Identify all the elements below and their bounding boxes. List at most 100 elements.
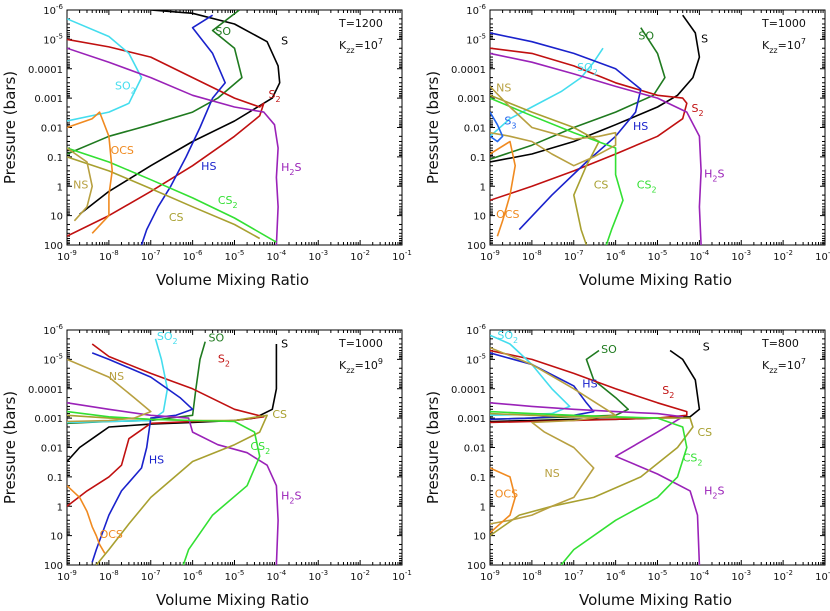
series-label-so: SO xyxy=(209,332,225,345)
chart-panel-4: 10-910-810-710-610-510-410-310-210-110-6… xyxy=(424,323,830,609)
series-line-s xyxy=(79,10,281,215)
y-tick-label: 0.1 xyxy=(47,473,63,484)
series-label-cs2: CS2 xyxy=(683,452,703,468)
series-line-so xyxy=(490,27,666,160)
x-tick-label: 10-4 xyxy=(267,249,287,263)
series-line-s2 xyxy=(67,38,265,237)
x-axis-label: Volume Mixing Ratio xyxy=(579,271,732,289)
series-group xyxy=(490,14,702,245)
y-tick-label: 0.001 xyxy=(457,94,486,105)
series-label-ns: NS xyxy=(496,82,511,95)
series-line-ns xyxy=(490,346,617,525)
kzz-label: Kzz=107 xyxy=(339,37,383,55)
x-tick-label: 10-2 xyxy=(350,569,370,583)
y-tick-label: 0.0001 xyxy=(451,65,486,76)
x-tick-label: 10-7 xyxy=(141,249,161,263)
y-tick-label: 0.0001 xyxy=(451,385,486,396)
x-tick-label: 10-2 xyxy=(350,249,370,263)
y-tick-label: 10-6 xyxy=(466,323,486,337)
series-label-so2: SO2 xyxy=(497,329,518,345)
series-line-hs xyxy=(91,352,194,563)
series-group xyxy=(67,10,281,245)
y-axis-label: Pressure (bars) xyxy=(1,71,19,184)
series-line-cs2 xyxy=(490,410,688,565)
series-line-ocs xyxy=(490,467,516,534)
series-label-hs: HS xyxy=(149,453,164,466)
x-axis-label: Volume Mixing Ratio xyxy=(156,591,309,609)
series-line-cs2 xyxy=(67,147,277,243)
series-label-cs: CS xyxy=(169,211,184,224)
series-label-s: S xyxy=(701,33,708,46)
series-label-ocs: OCS xyxy=(100,528,123,541)
series-label-so: SO xyxy=(215,25,231,38)
series-label-ocs: OCS xyxy=(495,487,518,500)
x-tick-label: 10-7 xyxy=(564,569,584,583)
series-line-so2 xyxy=(67,18,143,122)
series-label-s: S xyxy=(281,35,288,48)
series-line-so xyxy=(67,10,243,155)
x-tick-label: 10-8 xyxy=(99,249,119,263)
x-tick-label: 10-2 xyxy=(773,249,793,263)
series-line-ns xyxy=(490,85,617,167)
series-label-cs2: CS2 xyxy=(250,440,270,456)
x-tick-label: 10-6 xyxy=(183,249,203,263)
y-tick-label: 0.0001 xyxy=(28,385,63,396)
y-tick-label: 1 xyxy=(480,502,486,513)
series-line-so2 xyxy=(490,334,571,417)
temperature-label: T=1000 xyxy=(761,17,806,30)
series-line-cs xyxy=(67,156,261,240)
series-label-h2s: H2S xyxy=(704,485,724,501)
y-tick-label: 0.001 xyxy=(34,414,63,425)
series-line-ns xyxy=(67,147,93,222)
x-tick-label: 10-6 xyxy=(606,249,626,263)
series-label-h2s: H2S xyxy=(281,490,301,506)
series-label-s: S xyxy=(281,338,288,351)
series-group xyxy=(67,338,279,565)
x-tick-label: 10-4 xyxy=(690,249,710,263)
series-label-s2: S2 xyxy=(269,88,281,104)
kzz-label: Kzz=107 xyxy=(762,357,806,375)
temperature-label: T=1200 xyxy=(338,17,383,30)
y-tick-label: 1 xyxy=(57,502,63,513)
series-label-so2: SO2 xyxy=(157,330,178,346)
y-tick-label: 0.01 xyxy=(41,444,63,455)
series-label-s2: S2 xyxy=(662,384,674,400)
x-tick-label: 10-5 xyxy=(648,569,668,583)
series-label-so2: SO2 xyxy=(115,79,136,95)
y-tick-label: 10 xyxy=(50,212,63,223)
series-line-ns xyxy=(67,358,152,423)
y-tick-label: 100 xyxy=(44,241,63,252)
y-tick-label: 10 xyxy=(473,212,486,223)
series-line-cs xyxy=(490,94,600,245)
y-tick-label: 1 xyxy=(57,182,63,193)
x-tick-label: 10-5 xyxy=(225,569,245,583)
x-tick-label: 10-1 xyxy=(815,569,830,583)
series-label-cs: CS xyxy=(272,408,287,421)
series-label-ns: NS xyxy=(73,179,88,192)
series-line-ocs xyxy=(67,111,113,234)
series-line-cs2 xyxy=(67,410,261,565)
y-tick-label: 10-5 xyxy=(466,352,486,366)
series-label-ns: NS xyxy=(109,370,124,383)
series-line-ocs xyxy=(490,140,516,237)
series-line-so2 xyxy=(67,338,169,424)
series-line-hs xyxy=(140,14,226,245)
chart-panel-2: 10-910-810-710-610-510-410-310-210-110-6… xyxy=(424,3,830,289)
series-label-so2: SO2 xyxy=(577,61,598,77)
y-axis-label: Pressure (bars) xyxy=(424,391,442,504)
x-tick-label: 10-1 xyxy=(392,249,412,263)
series-line-h2s xyxy=(67,402,279,565)
series-label-s2: S2 xyxy=(218,353,230,369)
x-tick-label: 10-7 xyxy=(141,569,161,583)
y-tick-label: 0.01 xyxy=(464,444,486,455)
y-axis-label: Pressure (bars) xyxy=(424,71,442,184)
x-tick-label: 10-8 xyxy=(522,569,542,583)
chart-panel-1: 10-9 10-8 10-7 10-6 10-5 10-4 10-3 10-2 10-110-6… xyxy=(1,3,412,289)
series-line-h2s xyxy=(67,47,279,245)
x-axis-label: Volume Mixing Ratio xyxy=(579,591,732,609)
y-tick-label: 10-5 xyxy=(43,352,63,366)
kzz-label: Kzz=109 xyxy=(339,357,383,375)
series-label-cs2: CS2 xyxy=(637,179,657,195)
y-tick-label: 100 xyxy=(44,561,63,572)
